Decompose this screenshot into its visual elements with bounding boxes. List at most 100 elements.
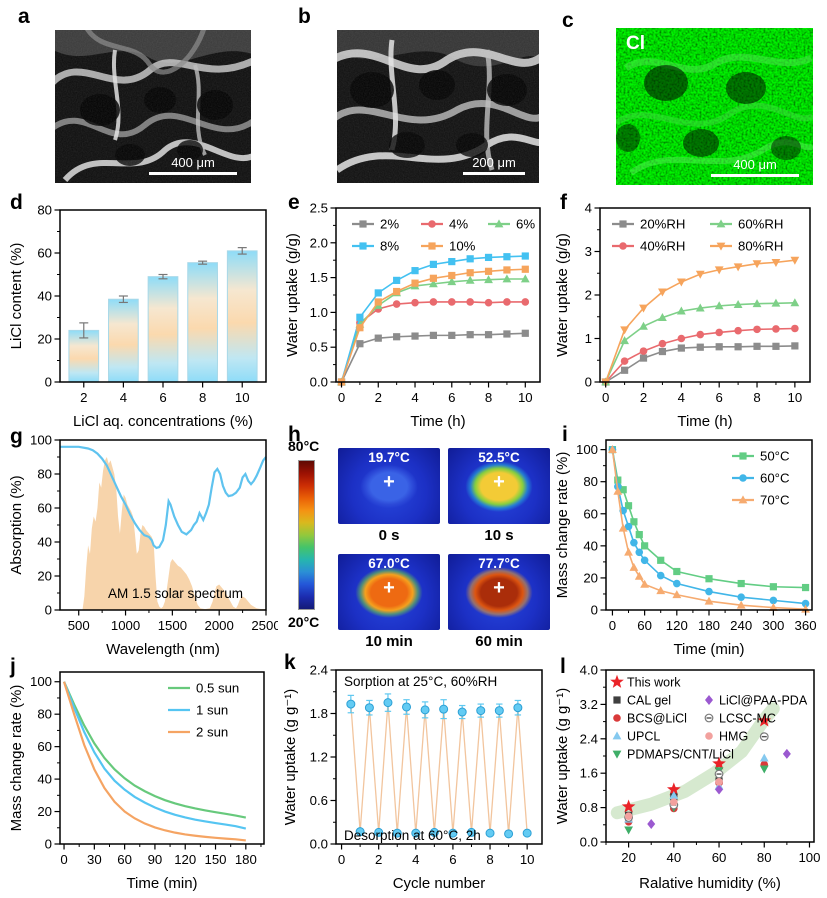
panel-label-b: b [298, 5, 311, 28]
thermal-temp: 19.7°C [368, 450, 410, 465]
svg-text:8: 8 [485, 390, 492, 405]
svg-text:60°C: 60°C [760, 471, 790, 486]
svg-text:2: 2 [375, 852, 382, 867]
temperature-colorbar [298, 460, 315, 610]
svg-text:2 sun: 2 sun [196, 725, 228, 740]
sem-image-a: 400 μm [55, 30, 251, 183]
svg-text:Water uptake (g g⁻¹): Water uptake (g g⁻¹) [282, 689, 299, 826]
svg-text:Desorption at 60°C, 2h: Desorption at 60°C, 2h [344, 828, 481, 843]
svg-text:80%RH: 80%RH [738, 239, 783, 254]
svg-text:20: 20 [37, 804, 52, 819]
svg-text:0: 0 [338, 852, 345, 867]
scale-bar-a: 400 μm [149, 155, 237, 175]
svg-text:6: 6 [449, 852, 456, 867]
svg-text:1: 1 [585, 331, 592, 346]
panel-label-f: f [560, 191, 567, 214]
svg-text:2.5: 2.5 [310, 201, 328, 216]
svg-text:PDMAPS/CNT/LiCl: PDMAPS/CNT/LiCl [627, 748, 734, 762]
svg-text:120: 120 [174, 852, 196, 867]
chart-licl-content-bar: 2 4 6 8 10 0 20 40 60 80 LiCl aq. concentrations (… [8, 203, 267, 430]
svg-text:Water uptake (g g⁻¹): Water uptake (g g⁻¹) [554, 688, 571, 825]
svg-text:10: 10 [788, 390, 803, 405]
svg-text:0: 0 [45, 837, 52, 852]
svg-text:180: 180 [698, 618, 720, 633]
thermal-frame-10s: 52.5°C + [448, 448, 550, 524]
svg-text:40: 40 [666, 850, 681, 865]
svg-text:60: 60 [712, 850, 727, 865]
svg-text:2: 2 [585, 288, 592, 303]
svg-text:0.8: 0.8 [580, 800, 598, 815]
svg-text:20: 20 [37, 332, 52, 347]
svg-text:8: 8 [486, 852, 493, 867]
svg-text:4: 4 [678, 390, 685, 405]
svg-text:8%: 8% [380, 239, 399, 254]
svg-text:Water uptake (g/g): Water uptake (g/g) [284, 233, 301, 357]
thermal-temp: 77.7°C [478, 556, 520, 571]
thermal-panel: 80°C 20°C 19.7°C + 52.5°C + 67.0°C + 77.… [286, 430, 558, 662]
svg-text:2: 2 [640, 390, 647, 405]
svg-text:20: 20 [583, 570, 598, 585]
svg-text:Time (min): Time (min) [673, 641, 744, 658]
crosshair-icon: + [493, 577, 505, 600]
thermal-frame-60min: 77.7°C + [448, 554, 550, 630]
svg-text:1.8: 1.8 [310, 706, 328, 721]
eds-map-c: Cl 400 μm [616, 28, 813, 185]
svg-text:0: 0 [602, 390, 609, 405]
svg-text:4%: 4% [449, 217, 468, 232]
svg-text:0.0: 0.0 [310, 375, 328, 390]
svg-text:8: 8 [753, 390, 760, 405]
svg-text:4: 4 [411, 390, 418, 405]
svg-text:80: 80 [37, 467, 52, 482]
scale-bar-b-text: 200 μm [472, 154, 516, 170]
sem-image-b: 200 μm [337, 30, 539, 183]
svg-text:LiCl content (%): LiCl content (%) [8, 243, 25, 350]
svg-text:1.5: 1.5 [310, 270, 328, 285]
svg-text:240: 240 [730, 618, 752, 633]
svg-text:CAL gel: CAL gel [627, 694, 671, 708]
svg-text:100: 100 [798, 850, 820, 865]
svg-text:Time (h): Time (h) [677, 413, 732, 430]
svg-text:1.6: 1.6 [580, 766, 598, 781]
svg-text:100: 100 [576, 442, 598, 457]
svg-text:8: 8 [199, 390, 206, 405]
svg-text:Sorption at 25°C, 60%RH: Sorption at 25°C, 60%RH [344, 674, 497, 689]
svg-text:80: 80 [37, 707, 52, 722]
panel-label-k: k [284, 651, 296, 674]
panel-label-i: i [562, 423, 568, 446]
scale-bar-c: 400 μm [711, 156, 799, 177]
svg-text:1000: 1000 [111, 618, 140, 633]
svg-text:AM 1.5 solar spectrum: AM 1.5 solar spectrum [108, 586, 243, 601]
svg-text:6%: 6% [516, 217, 535, 232]
svg-text:0: 0 [338, 390, 345, 405]
svg-text:70°C: 70°C [760, 493, 790, 508]
svg-text:40: 40 [37, 772, 52, 787]
svg-text:Time (min): Time (min) [126, 875, 197, 892]
svg-text:0: 0 [45, 603, 52, 618]
svg-text:60: 60 [117, 852, 132, 867]
svg-text:50°C: 50°C [760, 449, 790, 464]
svg-text:40: 40 [583, 538, 598, 553]
svg-text:360: 360 [795, 618, 817, 633]
scale-bar-c-text: 400 μm [733, 156, 777, 172]
svg-text:6: 6 [448, 390, 455, 405]
svg-text:0.6: 0.6 [310, 793, 328, 808]
thermal-temp: 67.0°C [368, 556, 410, 571]
svg-text:10%: 10% [449, 239, 476, 254]
svg-text:90: 90 [148, 852, 163, 867]
svg-text:0.5: 0.5 [310, 340, 328, 355]
thermal-sample [354, 460, 424, 514]
thermal-frame-0s: 19.7°C + [338, 448, 440, 524]
svg-text:10: 10 [518, 390, 533, 405]
svg-text:3: 3 [585, 244, 592, 259]
svg-text:Mass change rate (%): Mass change rate (%) [554, 452, 571, 599]
svg-text:60%RH: 60%RH [738, 217, 783, 232]
chart-desorption-sun: 0 30 60 90 120 150 180 0 20 40 60 80 100 Time (min) Ma… [8, 671, 265, 892]
panel-label-g: g [10, 425, 23, 448]
svg-text:60: 60 [37, 246, 52, 261]
thermal-temp: 52.5°C [478, 450, 520, 465]
crosshair-icon: + [383, 471, 395, 494]
svg-text:40%RH: 40%RH [640, 239, 685, 254]
svg-text:2000: 2000 [205, 618, 234, 633]
svg-text:500: 500 [68, 618, 90, 633]
panel-label-h: h [288, 423, 301, 446]
